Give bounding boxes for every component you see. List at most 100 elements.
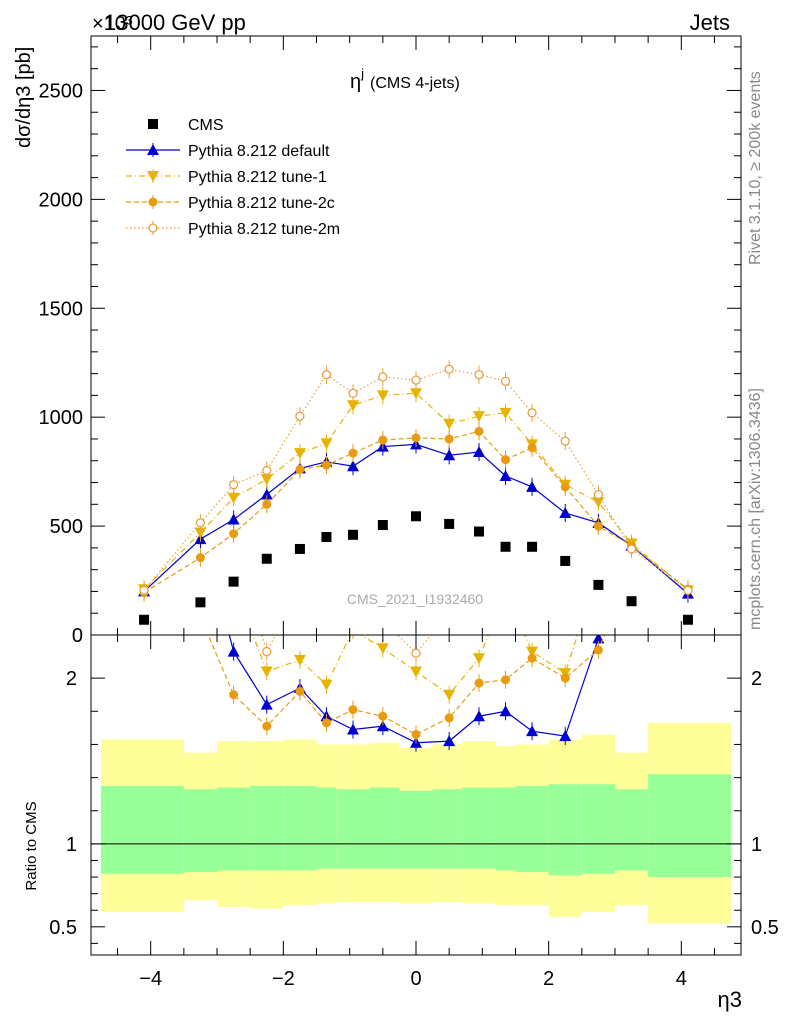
main-point-cms-2 bbox=[228, 576, 239, 587]
ratio-point-pythia-8-212-default-13 bbox=[559, 730, 572, 742]
main-point-pythia-8-212-tune-1-6 bbox=[346, 400, 359, 412]
main-point-pythia-8-212-tune-2c-14 bbox=[593, 521, 603, 531]
main-point-pythia-8-212-default-9 bbox=[443, 449, 456, 461]
ratio-point-pythia-8-212-tune-2c-8 bbox=[411, 729, 421, 739]
ratio-point-pythia-8-212-tune-2m-7 bbox=[379, 616, 387, 624]
ratio-point-pythia-8-212-tune-2c-3 bbox=[262, 721, 272, 731]
ratio-green-band-0 bbox=[100, 785, 184, 874]
main-point-pythia-8-212-tune-2c-6 bbox=[348, 448, 358, 458]
main-point-pythia-8-212-default-11 bbox=[499, 469, 512, 481]
main-point-pythia-8-212-tune-2m-13 bbox=[560, 436, 570, 446]
ratio-point-pythia-8-212-default-16 bbox=[682, 554, 694, 565]
main-point-pythia-8-212-tune-2c-2 bbox=[229, 529, 239, 539]
main-point-cms-3 bbox=[261, 553, 272, 564]
legend-marker-pythia-8-212-tune-1 bbox=[147, 171, 159, 182]
main-point-pythia-8-212-tune-2m-9 bbox=[444, 364, 454, 374]
ratio-ytick-label-left-0.5: 0.5 bbox=[49, 917, 77, 939]
main-point-pythia-8-212-tune-2c-3 bbox=[262, 499, 272, 509]
ratio-point-pythia-8-212-tune-2c-11 bbox=[501, 675, 511, 685]
main-point-pythia-8-212-tune-2m-4 bbox=[295, 411, 305, 421]
ratio-line-pythia-8-212-tune-2c bbox=[207, 635, 606, 736]
ratio-point-pythia-8-212-tune-2c-10 bbox=[474, 678, 484, 688]
main-series-0 bbox=[139, 511, 693, 625]
ratio-green-band-4 bbox=[283, 785, 317, 871]
ratio-ytick-label-right-1: 1 bbox=[751, 834, 762, 856]
ratio-point-pythia-8-212-tune-2c-1 bbox=[196, 612, 205, 621]
main-point-pythia-8-212-default-6 bbox=[346, 460, 359, 472]
main-ytick-label-1500: 1500 bbox=[39, 298, 84, 320]
main-point-pythia-8-212-tune-1-7 bbox=[376, 390, 389, 402]
ratio-point-pythia-8-212-default-3 bbox=[260, 698, 273, 710]
ratio-green-band-3 bbox=[250, 785, 284, 871]
ratio-green-band-12 bbox=[515, 785, 549, 873]
ratio-point-pythia-8-212-tune-2c-6 bbox=[348, 705, 358, 715]
main-point-pythia-8-212-tune-2m-12 bbox=[527, 408, 537, 418]
ratio-point-pythia-8-212-tune-2m-3 bbox=[262, 646, 272, 657]
ratio-point-pythia-8-212-tune-1-16 bbox=[682, 519, 694, 530]
main-point-pythia-8-212-tune-2m-11 bbox=[500, 376, 511, 386]
ratio-ytick-label-right-0.5: 0.5 bbox=[751, 917, 779, 939]
main-point-pythia-8-212-tune-1-3 bbox=[260, 474, 273, 486]
main-point-pythia-8-212-tune-1-4 bbox=[293, 448, 306, 460]
ratio-point-pythia-8-212-tune-2m-5 bbox=[322, 565, 330, 573]
main-point-pythia-8-212-tune-1-8 bbox=[410, 388, 422, 400]
ratio-point-pythia-8-212-tune-2m-8 bbox=[411, 648, 421, 658]
ratio-point-pythia-8-212-tune-2c-2 bbox=[229, 690, 239, 700]
main-point-cms-7 bbox=[377, 520, 388, 531]
main-point-cms-11 bbox=[500, 541, 511, 552]
main-point-pythia-8-212-tune-2m-14 bbox=[593, 489, 604, 500]
legend-marker-pythia-8-212-tune-2m bbox=[148, 223, 158, 233]
analysis-watermark: CMS_2021_I1932460 bbox=[347, 591, 483, 607]
main-point-pythia-8-212-tune-2m-1 bbox=[195, 518, 206, 528]
main-point-pythia-8-212-default-2 bbox=[227, 513, 240, 525]
ratio-green-band-9 bbox=[432, 789, 463, 869]
ratio-point-pythia-8-212-tune-2c-12 bbox=[527, 653, 537, 663]
main-point-pythia-8-212-tune-2m-2 bbox=[228, 480, 239, 490]
ratio-point-pythia-8-212-tune-2m-9 bbox=[445, 609, 453, 617]
ratio-ytick-label-right-2: 2 bbox=[751, 668, 762, 690]
main-point-cms-8 bbox=[411, 511, 421, 522]
ratio-point-pythia-8-212-tune-1-5 bbox=[320, 679, 333, 691]
ratio-point-pythia-8-212-tune-1-4 bbox=[293, 654, 306, 666]
ratio-point-pythia-8-212-tune-2m-11 bbox=[502, 528, 510, 536]
ratio-point-pythia-8-212-tune-2m-12 bbox=[528, 588, 536, 596]
ratio-point-pythia-8-212-tune-1-10 bbox=[473, 653, 486, 665]
main-point-pythia-8-212-tune-1-5 bbox=[320, 438, 333, 450]
ratio-uncertainty-bands bbox=[100, 722, 732, 924]
main-point-pythia-8-212-tune-2c-12 bbox=[527, 443, 537, 453]
ratio-point-pythia-8-212-tune-1-11 bbox=[500, 587, 512, 598]
legend-entry-pythia-8-212-tune-2c: Pythia 8.212 tune-2c bbox=[126, 195, 335, 212]
main-point-cms-13 bbox=[560, 555, 571, 566]
ratio-green-band-8 bbox=[399, 790, 433, 869]
xtick-label-4: 4 bbox=[676, 968, 687, 990]
ratio-point-pythia-8-212-default-11 bbox=[499, 705, 512, 717]
main-point-pythia-8-212-tune-2m-15 bbox=[626, 544, 637, 554]
ratio-point-pythia-8-212-tune-2c-13 bbox=[560, 673, 570, 683]
legend-label-pythia-8-212-tune-1: Pythia 8.212 tune-1 bbox=[188, 169, 327, 186]
main-point-cms-6 bbox=[347, 529, 358, 540]
ratio-plot-series bbox=[138, 507, 694, 752]
ratio-point-pythia-8-212-tune-2m-4 bbox=[296, 585, 304, 593]
ratio-point-pythia-8-212-tune-1-3 bbox=[260, 666, 273, 678]
ratio-point-pythia-8-212-tune-2c-5 bbox=[321, 718, 331, 728]
axis-ticks: 0 500 1000 1500 2000 2500 −4 −2 0 2 4 0.5 0.5 1 1 2 2 bbox=[39, 36, 779, 990]
ratio-point-pythia-8-212-tune-2m-15 bbox=[628, 583, 636, 591]
ratio-point-pythia-8-212-tune-1-0 bbox=[138, 507, 150, 518]
ratio-point-pythia-8-212-tune-2c-9 bbox=[444, 713, 454, 723]
x-axis-label: η3 bbox=[718, 987, 742, 1012]
xtick-label--4: −4 bbox=[139, 968, 162, 990]
mcplots-reference-label: mcplots.cern.ch [arXiv:1306.3436] bbox=[747, 388, 764, 630]
ratio-point-pythia-8-212-tune-2m-14 bbox=[594, 541, 602, 549]
main-point-cms-14 bbox=[593, 579, 604, 590]
main-point-pythia-8-212-tune-2c-10 bbox=[474, 426, 484, 436]
main-point-cms-4 bbox=[294, 543, 305, 554]
main-point-pythia-8-212-tune-1-2 bbox=[227, 492, 240, 504]
legend-label-pythia-8-212-default: Pythia 8.212 default bbox=[188, 143, 330, 160]
legend-label-pythia-8-212-tune-2c: Pythia 8.212 tune-2c bbox=[188, 195, 335, 212]
main-point-pythia-8-212-tune-2m-3 bbox=[262, 465, 272, 476]
main-series-4 bbox=[139, 360, 693, 600]
ratio-ytick-label-left-2: 2 bbox=[66, 668, 77, 690]
main-point-pythia-8-212-tune-2c-8 bbox=[411, 433, 421, 443]
ratio-green-band-7 bbox=[369, 787, 400, 869]
ratio-point-pythia-8-212-tune-2c-4 bbox=[295, 686, 305, 696]
